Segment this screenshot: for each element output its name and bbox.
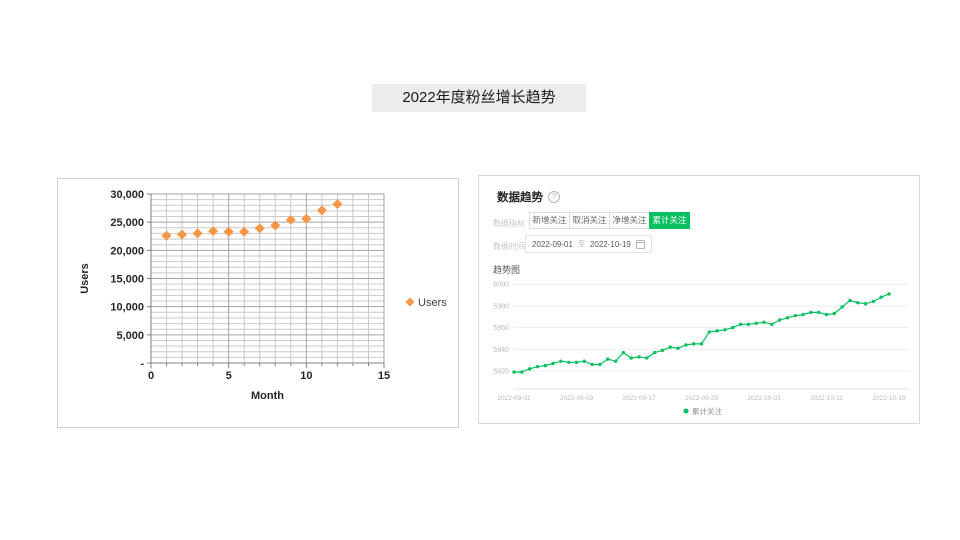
svg-text:15,000: 15,000 bbox=[110, 274, 144, 286]
svg-text:5940: 5940 bbox=[493, 347, 509, 354]
svg-text:5980: 5980 bbox=[493, 303, 509, 310]
analytics-title: 数据趋势 bbox=[497, 192, 543, 204]
svg-text:2022-10-11: 2022-10-11 bbox=[810, 395, 843, 402]
date-start: 2022-09-01 bbox=[532, 239, 573, 249]
svg-text:5960: 5960 bbox=[493, 325, 509, 332]
date-end: 2022-10-19 bbox=[589, 239, 631, 249]
excel-chart-panel: - 5,000 10,000 15,000 20,000 25,000 30,000 0 5 10… bbox=[57, 178, 459, 428]
trend-section-label: 趋势图 bbox=[493, 265, 521, 275]
svg-text:5920: 5920 bbox=[493, 369, 509, 376]
svg-text:5: 5 bbox=[226, 370, 232, 382]
svg-text:5,000: 5,000 bbox=[116, 330, 144, 342]
svg-text:2022-09-25: 2022-09-25 bbox=[685, 395, 719, 402]
svg-text:Users: Users bbox=[418, 297, 447, 309]
svg-text:Users: Users bbox=[79, 263, 91, 294]
svg-text:10: 10 bbox=[300, 370, 312, 382]
svg-text:-: - bbox=[140, 358, 144, 370]
metric-tab-0[interactable]: 新增关注 bbox=[529, 212, 570, 229]
metric-row-label: 数据指标 bbox=[493, 219, 525, 228]
svg-text:0: 0 bbox=[148, 370, 154, 382]
followers-trend-chart: 5920 5940 5960 5980 6000 2022-09-01 2022-09-09… bbox=[493, 282, 909, 416]
calendar-icon bbox=[635, 239, 645, 249]
svg-text:2022-09-01: 2022-09-01 bbox=[497, 395, 531, 402]
svg-text:10,000: 10,000 bbox=[110, 302, 144, 314]
analytics-panel: 数据趋势 ? 数据指标 新增关注 取消关注 净增关注 累计关注 数据时间 2022-0… bbox=[478, 175, 920, 424]
analytics-header: 数据趋势 ? bbox=[497, 189, 560, 205]
svg-text:2022-10-03: 2022-10-03 bbox=[747, 395, 781, 402]
metric-tabs: 新增关注 取消关注 净增关注 累计关注 bbox=[529, 212, 690, 229]
svg-text:6000: 6000 bbox=[493, 282, 509, 289]
date-separator: 至 bbox=[577, 241, 585, 248]
svg-text:2022-09-09: 2022-09-09 bbox=[560, 395, 594, 402]
svg-text:2022-09-17: 2022-09-17 bbox=[622, 395, 656, 402]
svg-text:15: 15 bbox=[378, 370, 390, 382]
svg-text:Month: Month bbox=[251, 390, 284, 402]
help-icon[interactable]: ? bbox=[548, 191, 560, 203]
time-row-label: 数据时间 bbox=[493, 242, 525, 251]
metric-tab-2[interactable]: 净增关注 bbox=[609, 212, 650, 229]
date-range-picker[interactable]: 2022-09-01 至 2022-10-19 bbox=[525, 235, 652, 253]
svg-text:20,000: 20,000 bbox=[110, 245, 144, 257]
users-scatter-chart: - 5,000 10,000 15,000 20,000 25,000 30,000 0 5 10… bbox=[79, 189, 447, 402]
svg-text:30,000: 30,000 bbox=[110, 189, 144, 201]
slide-title: 2022年度粉丝增长趋势 bbox=[372, 84, 586, 112]
metric-tab-1[interactable]: 取消关注 bbox=[569, 212, 610, 229]
svg-text:2022-10-19: 2022-10-19 bbox=[872, 395, 906, 402]
svg-text:25,000: 25,000 bbox=[110, 217, 144, 229]
svg-text:累计关注: 累计关注 bbox=[692, 406, 722, 416]
metric-tab-3[interactable]: 累计关注 bbox=[649, 212, 690, 229]
